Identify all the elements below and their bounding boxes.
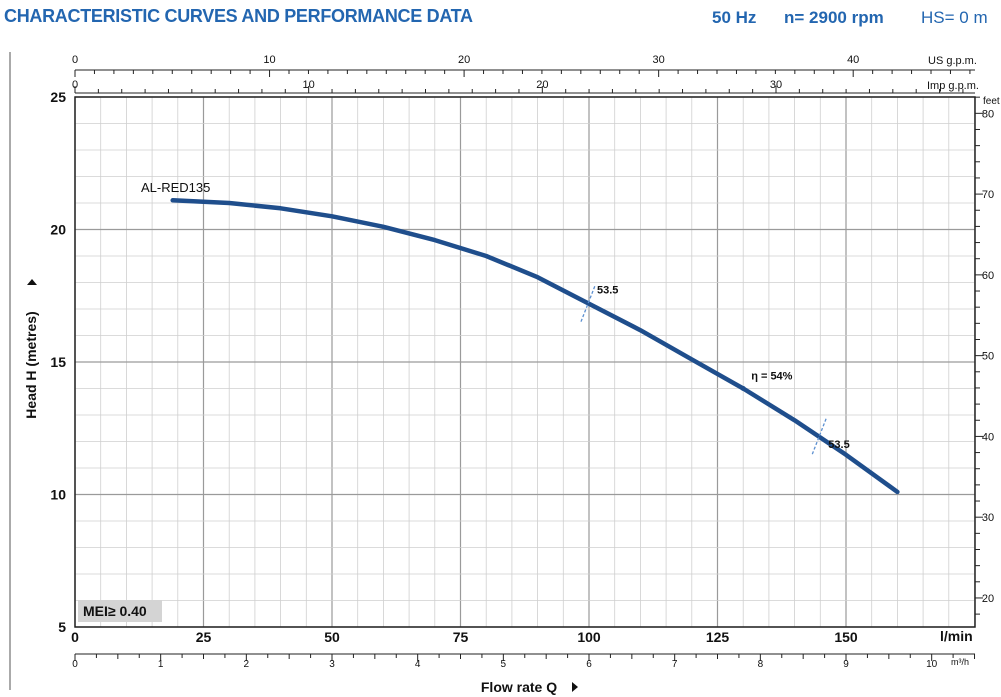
imp-gpm-tick-label: 20 xyxy=(536,79,548,91)
imp-gpm-tick-label: 10 xyxy=(303,79,315,91)
mei-badge: MEI≥ 0.40 xyxy=(78,600,162,622)
m3h-tick-label: 1 xyxy=(158,659,164,670)
y-tick-label: 25 xyxy=(50,89,66,105)
m3h-tick-label: 3 xyxy=(329,659,335,670)
feet-tick-label: 70 xyxy=(982,189,994,201)
imp-gpm-tick-label: 0 xyxy=(72,79,78,91)
us-gpm-tick-label: 0 xyxy=(72,54,78,66)
series-label: AL-RED135 xyxy=(141,180,210,195)
us-gpm-unit-label: US g.p.m. xyxy=(928,55,977,67)
page-title: CHARACTERISTIC CURVES AND PERFORMANCE DA… xyxy=(4,6,473,26)
grid xyxy=(74,96,975,628)
speed-label: n= 2900 rpm xyxy=(784,8,884,27)
x-axis-title-group: Flow rate Q xyxy=(481,679,578,695)
m3h-tick-label: 6 xyxy=(586,659,592,670)
x-tick-label: 0 xyxy=(71,629,79,645)
y-tick-label: 20 xyxy=(50,222,66,238)
y-tick-label: 10 xyxy=(50,487,66,503)
x-tick-label: 100 xyxy=(577,629,601,645)
x-tick-label: 25 xyxy=(196,629,212,645)
feet-tick-label: 20 xyxy=(982,593,994,605)
series-layer xyxy=(170,198,900,495)
m3h-tick-label: 9 xyxy=(843,659,849,670)
y-axis-arrow-icon xyxy=(27,279,37,285)
hs-label: HS= 0 m xyxy=(921,8,988,27)
x-axis-arrow-icon xyxy=(572,682,578,692)
us-gpm-tick-label: 40 xyxy=(847,54,859,66)
y-tick-label: 5 xyxy=(58,619,66,635)
mei-badge-label: MEI≥ 0.40 xyxy=(83,603,147,619)
bep-marker xyxy=(740,386,746,391)
performance-curve-line xyxy=(170,198,900,495)
m3h-unit-label: m³/h xyxy=(951,657,969,667)
feet-tick-label: 40 xyxy=(982,431,994,443)
efficiency-isoline xyxy=(580,285,596,322)
x-axis-title: Flow rate Q xyxy=(481,679,557,695)
y-axis-title-group: Head H (metres) xyxy=(23,279,39,419)
y-tick-label: 15 xyxy=(50,354,66,370)
m3h-tick-label: 4 xyxy=(415,659,421,670)
x-unit-label: l/min xyxy=(940,628,973,644)
us-gpm-tick-label: 30 xyxy=(653,54,665,66)
bep-label: η = 54% xyxy=(751,371,792,383)
feet-unit-label: feet xyxy=(983,96,1000,107)
m3h-tick-label: 7 xyxy=(672,659,678,670)
plot-frame xyxy=(74,96,976,628)
annotations-layer: 53.5 η = 54% 53.5 xyxy=(580,285,850,455)
imp-gpm-tick-label: 30 xyxy=(770,79,782,91)
m3h-tick-label: 2 xyxy=(244,659,250,670)
feet-tick-label: 60 xyxy=(982,270,994,282)
x-tick-label: 125 xyxy=(706,629,730,645)
m3h-tick-label: 0 xyxy=(72,659,78,670)
feet-tick-label: 50 xyxy=(982,351,994,363)
efficiency-label: 53.5 xyxy=(828,439,849,451)
us-gpm-tick-label: 20 xyxy=(458,54,470,66)
imp-gpm-unit-label: Imp g.p.m. xyxy=(927,80,979,92)
x-tick-label: 150 xyxy=(834,629,858,645)
frequency-label: 50 Hz xyxy=(712,8,757,27)
m3h-tick-label: 8 xyxy=(758,659,764,670)
efficiency-label: 53.5 xyxy=(597,285,618,297)
tick-marks xyxy=(74,70,983,661)
feet-tick-label: 80 xyxy=(982,108,994,120)
feet-tick-label: 30 xyxy=(982,512,994,524)
m3h-tick-label: 10 xyxy=(926,659,938,670)
x-tick-label: 75 xyxy=(453,629,469,645)
x-tick-label: 50 xyxy=(324,629,340,645)
m3h-tick-label: 5 xyxy=(501,659,507,670)
y-axis-title: Head H (metres) xyxy=(23,311,39,418)
us-gpm-tick-label: 10 xyxy=(263,54,275,66)
efficiency-isoline xyxy=(811,417,827,455)
